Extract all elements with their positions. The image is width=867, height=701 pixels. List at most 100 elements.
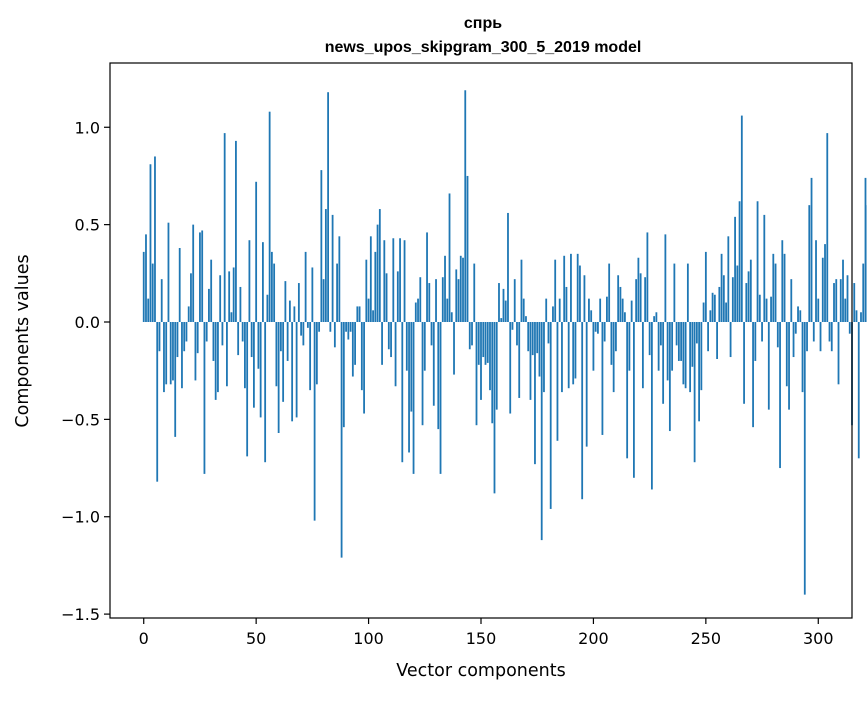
bar [849,322,851,334]
bar [763,215,765,322]
bar [480,322,482,400]
bar [629,322,631,371]
bar [186,322,188,341]
bar [606,297,608,322]
bar [795,322,797,334]
bar [516,322,518,345]
bar [727,236,729,322]
bar [593,322,595,371]
bar [282,322,284,402]
bar [334,322,336,347]
bar [246,322,248,456]
bar [831,322,833,351]
bar [602,322,604,435]
bar [392,238,394,322]
bar [163,322,165,392]
bar [730,322,732,357]
bar [399,238,401,322]
bar [527,322,529,351]
bar [752,322,754,427]
bar [588,299,590,322]
bar [718,287,720,322]
bar [655,312,657,322]
bar [813,322,815,341]
bar [694,322,696,462]
bar [302,322,304,345]
bar [716,322,718,359]
bar [235,141,237,322]
bar [532,322,534,355]
bar [388,322,390,349]
bar [808,205,810,322]
bar [244,322,246,388]
bar [458,279,460,322]
bar [734,217,736,322]
bar [579,266,581,322]
bar [255,182,257,322]
bar [566,287,568,322]
bar [266,295,268,322]
bar [343,322,345,427]
bar [703,303,705,322]
bar [359,306,361,322]
bar [530,322,532,400]
bar [170,322,172,384]
bar [815,240,817,322]
bar [485,322,487,365]
bar [476,322,478,425]
bar [287,322,289,361]
bar [168,223,170,322]
bar [386,273,388,322]
bar [811,178,813,322]
bar [192,225,194,322]
bar [213,322,215,361]
bar [806,322,808,351]
x-tick-label: 150 [466,629,497,648]
bar [761,322,763,341]
bar [383,240,385,322]
bar [507,213,509,322]
bar [768,322,770,410]
bar [822,258,824,322]
bar [408,322,410,452]
bar [824,244,826,322]
bar [487,322,489,363]
bar [365,260,367,322]
bar [491,322,493,423]
bar [179,248,181,322]
bar [363,322,365,414]
bar [478,322,480,365]
bar [320,170,322,322]
bar [644,277,646,322]
bar [570,254,572,322]
bar [561,322,563,392]
bar [269,112,271,322]
bar [660,322,662,345]
bar [262,242,264,322]
bar [725,303,727,322]
bar [264,322,266,462]
bar [233,267,235,322]
bar [691,322,693,367]
bar [159,322,161,351]
bar [862,264,864,322]
bar [856,310,858,322]
bar [145,234,147,322]
bar [835,279,837,322]
bar [804,322,806,595]
bar [577,254,579,322]
bar [206,322,208,341]
bar [649,322,651,355]
bar [784,254,786,322]
bar [563,256,565,322]
bar [669,322,671,431]
bar [226,322,228,386]
bar [415,303,417,322]
bar [446,299,448,322]
bar [291,322,293,421]
bar [496,322,498,410]
bar [541,322,543,540]
bar [293,306,295,322]
bar [372,310,374,322]
bar [595,322,597,332]
